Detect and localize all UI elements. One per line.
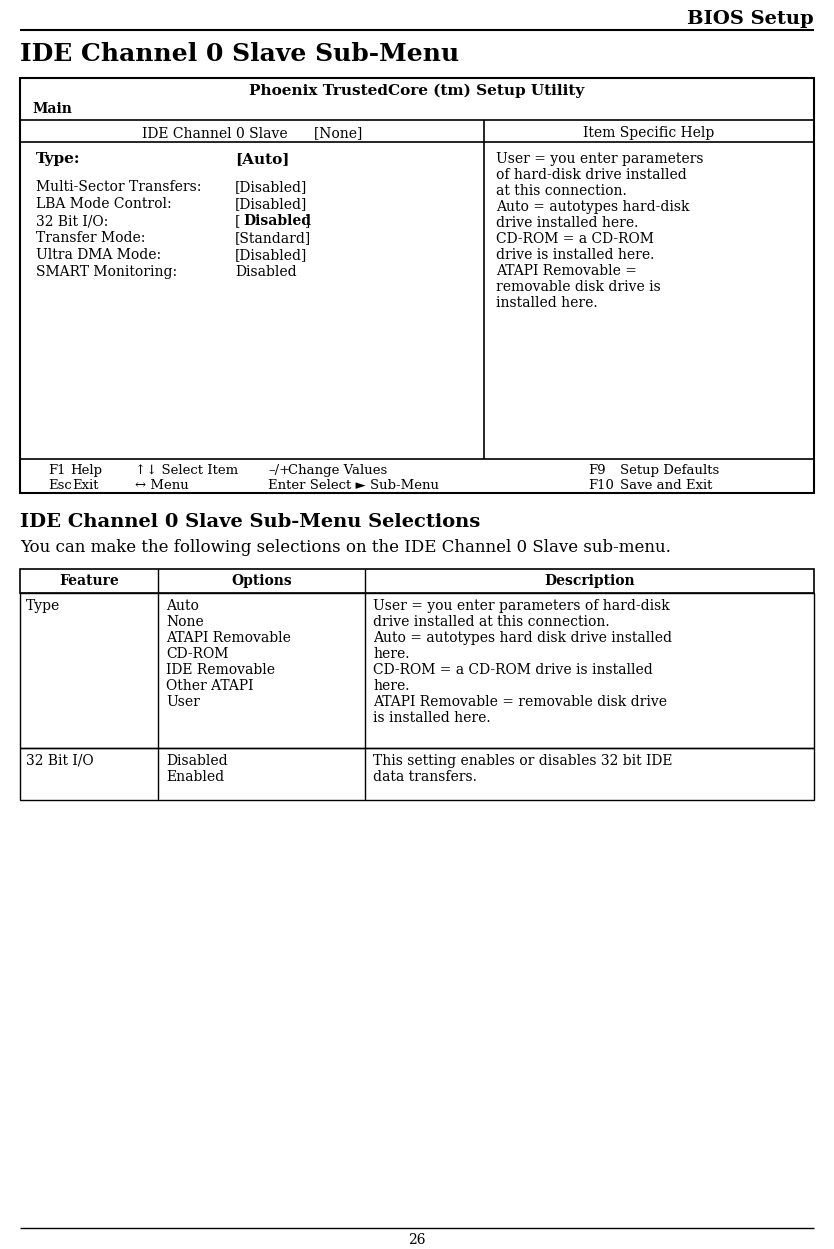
Text: at this connection.: at this connection.: [496, 184, 626, 199]
Text: SMART Monitoring:: SMART Monitoring:: [36, 265, 177, 279]
Text: data transfers.: data transfers.: [373, 769, 477, 784]
Text: None: None: [166, 615, 203, 629]
Text: Type: Type: [26, 600, 60, 613]
Text: [: [: [235, 214, 240, 229]
Text: CD-ROM: CD-ROM: [166, 647, 229, 661]
Text: Auto = autotypes hard disk drive installed: Auto = autotypes hard disk drive install…: [373, 631, 672, 644]
Text: drive installed at this connection.: drive installed at this connection.: [373, 615, 610, 629]
Text: Disabled: Disabled: [243, 214, 311, 229]
Text: Enter Select ► Sub-Menu: Enter Select ► Sub-Menu: [268, 480, 439, 492]
Text: User = you enter parameters: User = you enter parameters: [496, 152, 704, 166]
Text: F9: F9: [588, 463, 605, 477]
Text: Change Values: Change Values: [288, 463, 387, 477]
Bar: [20, 77, 814, 493]
Text: [Disabled]: [Disabled]: [235, 180, 308, 194]
Text: [Disabled]: [Disabled]: [235, 197, 308, 211]
Text: IDE Channel 0 Slave Sub-Menu: IDE Channel 0 Slave Sub-Menu: [20, 42, 460, 66]
Text: Transfer Mode:: Transfer Mode:: [36, 231, 145, 245]
Text: Enabled: Enabled: [166, 769, 224, 784]
Text: 26: 26: [409, 1233, 425, 1247]
Text: Exit: Exit: [72, 480, 98, 492]
Text: IDE Channel 0 Slave      [None]: IDE Channel 0 Slave [None]: [142, 126, 362, 140]
Bar: [20, 570, 814, 593]
Text: F1: F1: [48, 463, 66, 477]
Text: Ultra DMA Mode:: Ultra DMA Mode:: [36, 249, 161, 262]
Text: Type:: Type:: [36, 152, 81, 166]
Text: drive installed here.: drive installed here.: [496, 216, 638, 230]
Text: You can make the following selections on the IDE Channel 0 Slave sub-menu.: You can make the following selections on…: [20, 540, 671, 556]
Text: Phoenix TrustedCore (tm) Setup Utility: Phoenix TrustedCore (tm) Setup Utility: [249, 84, 585, 99]
Text: –/+: –/+: [268, 463, 290, 477]
Text: 32 Bit I/O: 32 Bit I/O: [26, 754, 93, 768]
Text: Esc: Esc: [48, 480, 72, 492]
Text: This setting enables or disables 32 bit IDE: This setting enables or disables 32 bit …: [373, 754, 672, 768]
Text: ATAPI Removable = removable disk drive: ATAPI Removable = removable disk drive: [373, 694, 667, 709]
Text: Help: Help: [70, 463, 102, 477]
Text: [Standard]: [Standard]: [235, 231, 311, 245]
Text: Feature: Feature: [59, 575, 119, 588]
Text: Item Specific Help: Item Specific Help: [583, 126, 715, 140]
Text: here.: here.: [373, 647, 409, 661]
Text: ↔ Menu: ↔ Menu: [135, 480, 188, 492]
Text: IDE Removable: IDE Removable: [166, 663, 275, 677]
Text: User = you enter parameters of hard-disk: User = you enter parameters of hard-disk: [373, 600, 670, 613]
Text: ]: ]: [305, 214, 310, 229]
Text: is installed here.: is installed here.: [373, 711, 490, 724]
Text: Description: Description: [545, 575, 635, 588]
Text: Setup Defaults: Setup Defaults: [620, 463, 719, 477]
Text: ↑↓ Select Item: ↑↓ Select Item: [135, 463, 239, 477]
Text: F10: F10: [588, 480, 614, 492]
Text: of hard-disk drive installed: of hard-disk drive installed: [496, 169, 686, 182]
Text: Options: Options: [231, 575, 292, 588]
Bar: [20, 748, 814, 801]
Text: IDE Channel 0 Slave Sub-Menu Selections: IDE Channel 0 Slave Sub-Menu Selections: [20, 513, 480, 531]
Text: Multi-Sector Transfers:: Multi-Sector Transfers:: [36, 180, 201, 194]
Text: drive is installed here.: drive is installed here.: [496, 249, 655, 262]
Text: removable disk drive is: removable disk drive is: [496, 280, 661, 294]
Text: Disabled: Disabled: [235, 265, 297, 279]
Text: Disabled: Disabled: [166, 754, 228, 768]
Text: CD-ROM = a CD-ROM drive is installed: CD-ROM = a CD-ROM drive is installed: [373, 663, 653, 677]
Text: Auto = autotypes hard-disk: Auto = autotypes hard-disk: [496, 200, 690, 214]
Text: User: User: [166, 694, 200, 709]
Text: Auto: Auto: [166, 600, 198, 613]
Text: [Auto]: [Auto]: [235, 152, 289, 166]
Text: Save and Exit: Save and Exit: [620, 480, 712, 492]
Text: [Disabled]: [Disabled]: [235, 249, 308, 262]
Text: 32 Bit I/O:: 32 Bit I/O:: [36, 214, 108, 229]
Text: installed here.: installed here.: [496, 296, 598, 310]
Text: ATAPI Removable =: ATAPI Removable =: [496, 264, 637, 279]
Text: ATAPI Removable: ATAPI Removable: [166, 631, 291, 644]
Text: BIOS Setup: BIOS Setup: [687, 10, 814, 27]
Text: CD-ROM = a CD-ROM: CD-ROM = a CD-ROM: [496, 232, 654, 246]
Text: Main: Main: [32, 102, 72, 116]
Text: here.: here.: [373, 679, 409, 693]
Text: Other ATAPI: Other ATAPI: [166, 679, 254, 693]
Bar: [20, 593, 814, 748]
Text: LBA Mode Control:: LBA Mode Control:: [36, 197, 172, 211]
